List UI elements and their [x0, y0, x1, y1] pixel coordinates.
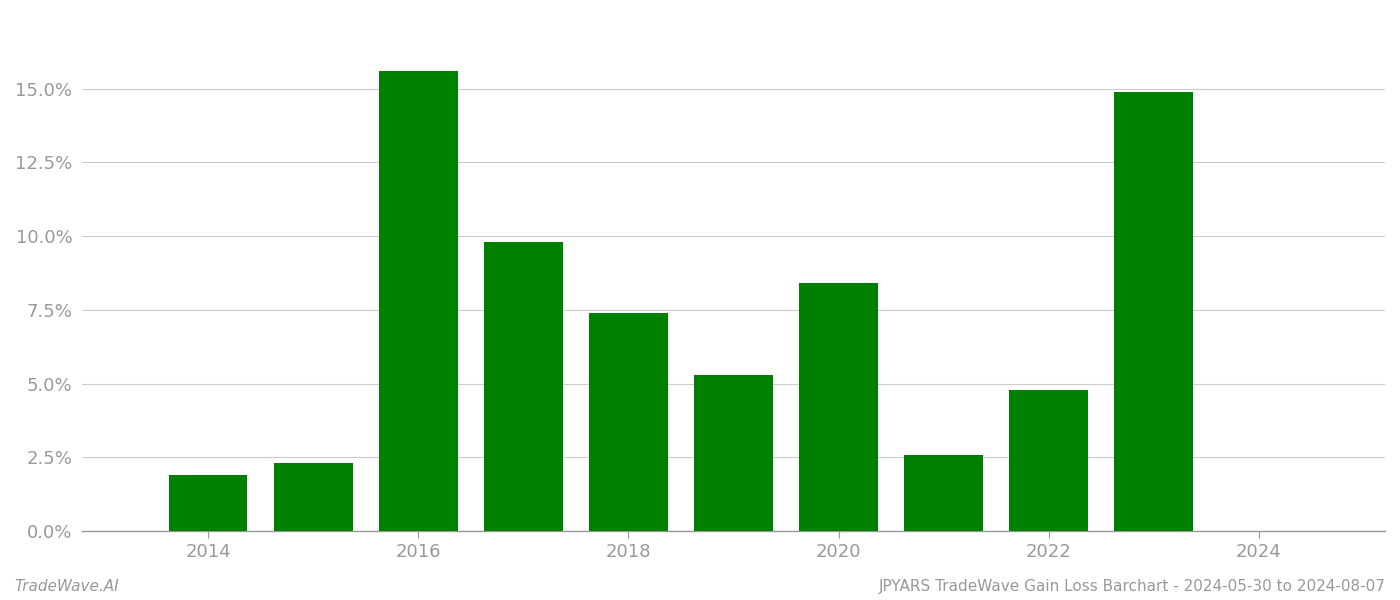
Bar [379, 71, 458, 531]
Text: TradeWave.AI: TradeWave.AI [14, 579, 119, 594]
Bar [484, 242, 563, 531]
Bar [168, 475, 248, 531]
Bar [1009, 389, 1088, 531]
Bar [694, 375, 773, 531]
Bar [274, 463, 353, 531]
Bar [904, 455, 983, 531]
Bar [799, 283, 878, 531]
Text: JPYARS TradeWave Gain Loss Barchart - 2024-05-30 to 2024-08-07: JPYARS TradeWave Gain Loss Barchart - 20… [879, 579, 1386, 594]
Bar [589, 313, 668, 531]
Bar [1114, 92, 1193, 531]
